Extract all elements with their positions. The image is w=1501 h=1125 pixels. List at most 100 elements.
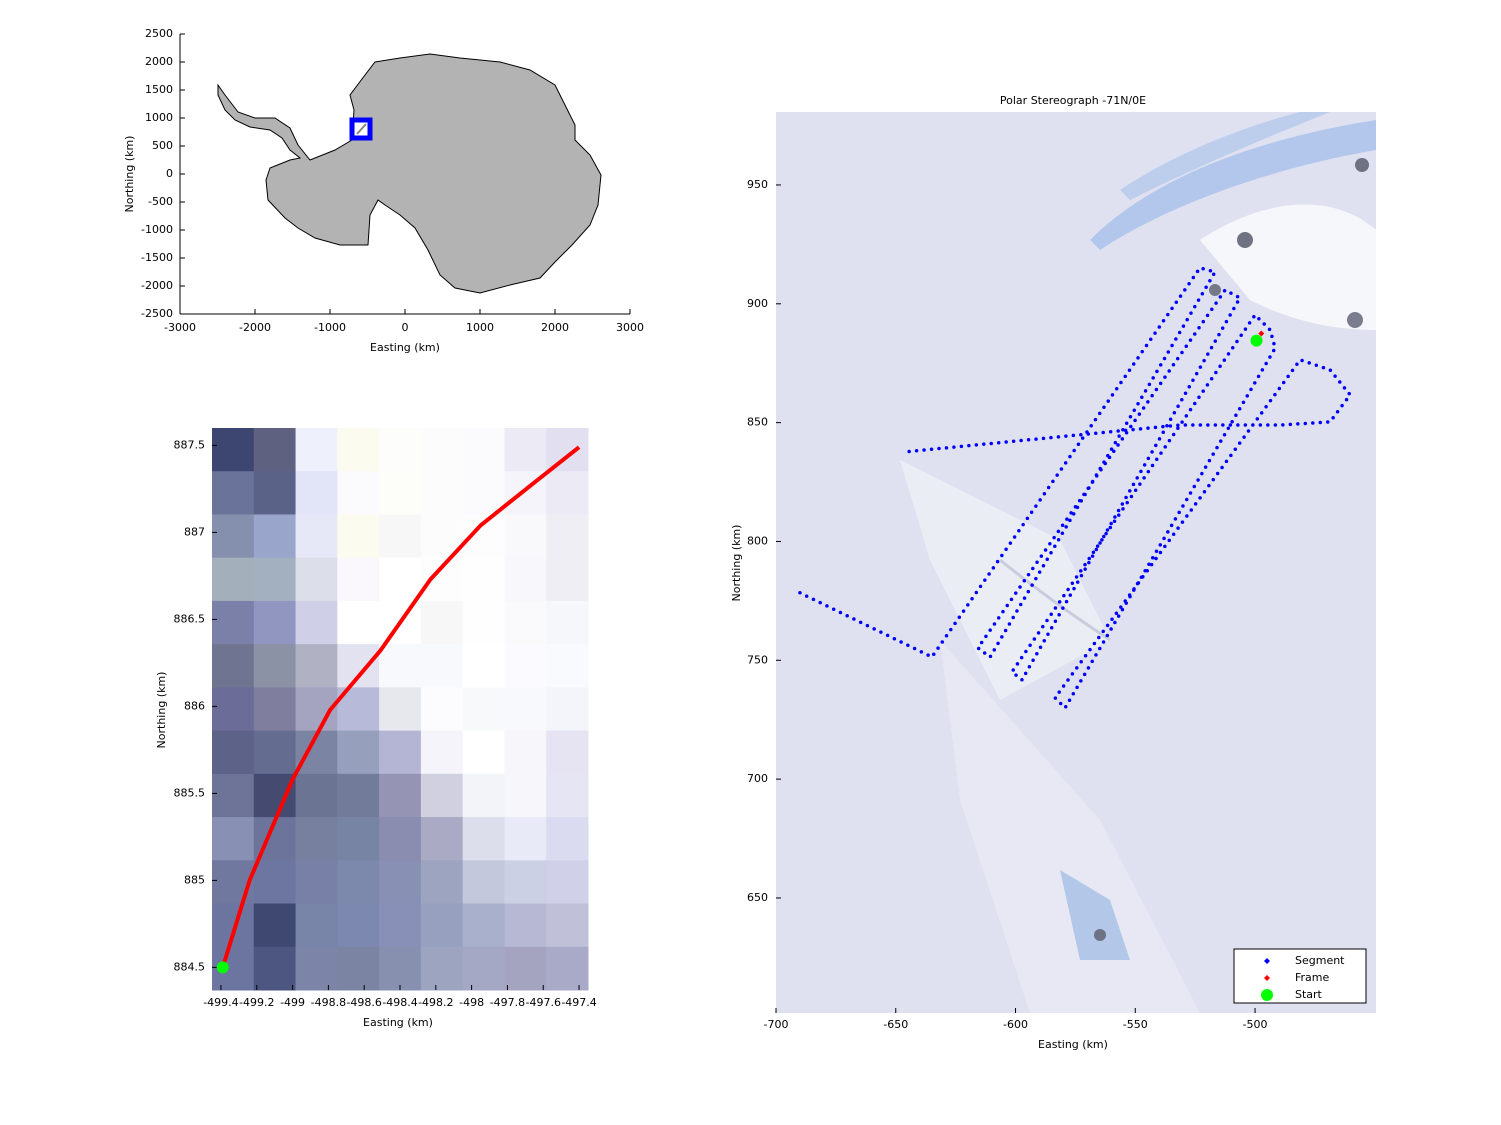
image-cell — [337, 644, 380, 688]
image-cell — [462, 903, 505, 948]
y-tick-label: -1000 — [141, 223, 173, 236]
image-cell — [546, 903, 589, 948]
image-cell — [337, 730, 380, 775]
y-tick-label: 950 — [747, 178, 768, 191]
image-cell — [295, 600, 338, 645]
marker — [216, 961, 229, 974]
image-cell — [420, 687, 464, 732]
image-cell — [379, 514, 422, 559]
image-cell — [212, 514, 255, 559]
line — [220, 445, 581, 968]
image-cell — [337, 471, 380, 515]
image-cell — [379, 428, 422, 472]
image-cell — [212, 557, 255, 602]
x-tick-label: -499.2 — [239, 996, 274, 1009]
image-cell — [212, 773, 255, 818]
image-cell — [379, 730, 422, 775]
chart-title: Polar Stereograph -71N/0E — [1000, 94, 1146, 107]
rock — [1237, 232, 1253, 248]
image-cell — [295, 428, 338, 472]
image-cell — [212, 428, 255, 472]
image-cell — [420, 644, 464, 688]
image-cell — [546, 644, 589, 688]
x-tick-label: 1000 — [466, 321, 494, 334]
image-cell — [462, 730, 505, 775]
image-cell — [462, 687, 505, 732]
legend-label: Segment — [1295, 954, 1345, 967]
image-cell — [546, 773, 589, 818]
y-tick-label: 750 — [747, 653, 768, 666]
image-cell — [420, 860, 464, 905]
image-cell — [253, 773, 297, 818]
image-cell — [212, 730, 255, 775]
blue-ice — [1090, 120, 1376, 250]
x-tick-label: -700 — [764, 1018, 789, 1031]
x-tick-label: -499.4 — [203, 996, 238, 1009]
image-cell — [212, 687, 255, 732]
image-cell — [420, 946, 464, 991]
blue-ice — [1060, 870, 1130, 960]
image-cell — [253, 557, 297, 602]
image-cell — [379, 644, 422, 688]
image-cell — [253, 644, 297, 688]
x-tick-label: -498.6 — [346, 996, 381, 1009]
y-tick-label: 650 — [747, 891, 768, 904]
image-cell — [420, 428, 464, 472]
image-cell — [253, 903, 297, 948]
x-axis-label: Easting (km) — [1038, 1038, 1108, 1051]
continent — [217, 53, 602, 294]
marker — [1258, 330, 1265, 337]
x-tick-label: -497.6 — [526, 996, 561, 1009]
image-cell — [253, 730, 297, 775]
image-cell — [546, 730, 589, 775]
satellite-image — [776, 112, 1376, 1013]
image-cell — [337, 557, 380, 602]
image-cell — [295, 471, 338, 515]
ice-flow — [900, 460, 1110, 700]
image-cell — [253, 600, 297, 645]
image-cell — [462, 471, 505, 515]
image-cell — [253, 687, 297, 732]
image-cell — [504, 687, 547, 732]
image-cell — [337, 946, 380, 991]
legend-marker — [1264, 975, 1270, 981]
image-cell — [546, 600, 589, 645]
image-cell — [295, 557, 338, 602]
image-cell — [504, 860, 547, 905]
image-cell — [504, 730, 547, 775]
image-cell — [546, 514, 589, 559]
image-cell — [462, 600, 505, 645]
image-cell — [337, 773, 380, 818]
image-cell — [379, 817, 422, 861]
x-tick-label: -499 — [280, 996, 305, 1009]
y-tick-label: -2000 — [141, 279, 173, 292]
y-tick-label: 800 — [747, 534, 768, 547]
image-cell — [337, 817, 380, 861]
image-cell — [546, 557, 589, 602]
x-tick-label: -650 — [883, 1018, 908, 1031]
image-cell — [379, 946, 422, 991]
x-tick-label: -600 — [1003, 1018, 1028, 1031]
image-cell — [253, 471, 297, 515]
image-cell — [546, 817, 589, 861]
image-cell — [379, 471, 422, 515]
image-cell — [546, 428, 589, 472]
y-tick-label: 886.5 — [174, 612, 206, 625]
y-tick-label: 885.5 — [174, 786, 206, 799]
image — [212, 428, 589, 991]
legend-label: Frame — [1295, 971, 1330, 984]
x-tick-label: 3000 — [616, 321, 644, 334]
image-cell — [462, 557, 505, 602]
x-tick-label: -498.8 — [311, 996, 346, 1009]
x-tick-label: -498.2 — [418, 996, 453, 1009]
rock — [1355, 158, 1369, 172]
x-tick-label: -497.4 — [561, 996, 596, 1009]
x-tick-label: -1000 — [314, 321, 346, 334]
image-cell — [253, 514, 297, 559]
y-axis-label: Northing (km) — [123, 136, 136, 213]
legend-label: Start — [1295, 988, 1323, 1001]
image-cell — [504, 514, 547, 559]
image-cell — [504, 428, 547, 472]
